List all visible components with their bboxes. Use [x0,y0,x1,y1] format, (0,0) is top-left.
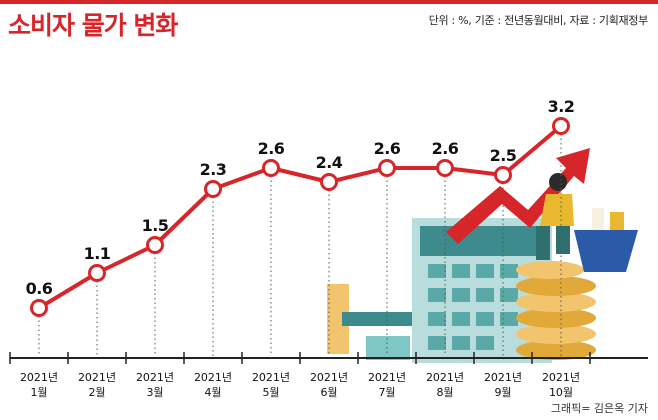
data-point [378,159,396,177]
x-tick-label-year: 2021년 [484,371,522,384]
x-tick-label-month: 7월 [378,386,395,399]
x-tick-label-year: 2021년 [20,371,58,384]
data-label: 2.6 [374,139,401,158]
credit-line: 그래픽= 김은옥 기자 [550,402,648,415]
data-point [146,236,164,254]
coin-stack-illustration [516,261,596,360]
x-tick-label-month: 6월 [320,386,337,399]
x-axis-labels: 2021년 1월 2021년 2월 2021년 3월 2021년 4월 2021년 5월 2021년… [20,371,580,399]
series-line [37,124,563,310]
x-tick-label-month: 3월 [146,386,163,399]
x-tick-label-month: 9월 [494,386,511,399]
x-tick-label-month: 1월 [30,386,47,399]
x-tick-label-year: 2021년 [310,371,348,384]
series-points [30,117,570,317]
data-point [552,117,570,135]
x-tick-label-year: 2021년 [542,371,580,384]
x-tick-label-year: 2021년 [136,371,174,384]
x-tick-label-year: 2021년 [368,371,406,384]
data-label: 3.2 [548,97,575,116]
x-tick-label-month: 5월 [262,386,279,399]
data-point [88,264,106,282]
source-note: 단위 : %, 기준 : 전년동월대비, 자료 : 기획재정부 [428,14,649,27]
x-axis-ticks [9,352,591,364]
data-point [262,159,280,177]
data-point [30,299,48,317]
x-tick-label-year: 2021년 [426,371,464,384]
data-point [204,180,222,198]
x-tick-label-year: 2021년 [194,371,232,384]
x-tick-label-year: 2021년 [78,371,116,384]
value-labels: 0.6 1.1 1.5 2.3 2.6 2.4 2.6 2.6 2.5 3.2 [26,97,575,298]
x-tick-label-month: 8월 [436,386,453,399]
data-point [320,173,338,191]
data-label: 2.6 [432,139,459,158]
data-label: 0.6 [26,279,53,298]
x-tick-label-month: 10월 [549,386,573,399]
receipt-illustration [327,284,422,360]
page-title: 소비자 물가 변화 [8,11,178,40]
data-label: 1.1 [84,244,111,263]
data-label: 2.5 [490,146,517,165]
value-guides [38,134,562,356]
data-label: 2.4 [316,153,343,172]
x-tick-label-year: 2021년 [252,371,290,384]
figure-with-basket-illustration [536,173,638,272]
x-tick-label-month: 2월 [88,386,105,399]
x-tick-label-month: 4월 [204,386,221,399]
data-label: 2.3 [200,160,227,179]
data-point [494,166,512,184]
illustration [327,148,638,363]
top-accent-bar [0,0,658,4]
data-label: 1.5 [142,216,169,235]
data-point [436,159,454,177]
data-label: 2.6 [258,139,285,158]
rising-arrow-illustration [446,148,590,244]
